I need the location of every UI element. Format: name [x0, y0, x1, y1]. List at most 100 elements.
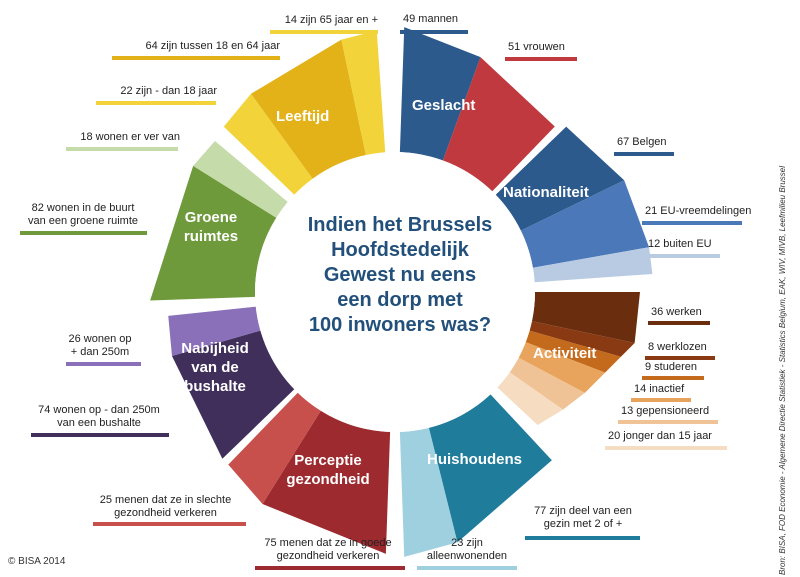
label-goede: 75 menen dat ze in goede gezondheid verk… — [252, 537, 404, 563]
gezin-line-2: gezin met 2 of + — [543, 518, 623, 530]
center-line-5: 100 inwoners was? — [308, 314, 492, 336]
label-mannen: 49 mannen — [403, 13, 459, 25]
wedge-werken — [531, 292, 640, 343]
bar-gepensioneerd — [618, 420, 718, 424]
wedge-ver — [193, 140, 288, 218]
bushalte-ver-line-1: 74 wonen op - dan 250m — [38, 404, 160, 416]
bushalte-dicht-line-1: 26 wonen op — [68, 333, 132, 345]
wedge-studeren — [525, 330, 621, 373]
bar-jonger-15 — [605, 446, 727, 450]
wedge-eu — [520, 180, 650, 268]
segment-title-huishoudens: Huishoudens — [427, 451, 523, 468]
wedge-werklozen — [529, 321, 635, 357]
wedge-gezin — [428, 394, 552, 543]
bar-werken — [648, 321, 710, 325]
wedge-mannen — [399, 27, 481, 161]
wedge-goede — [262, 410, 391, 554]
wedge-bushalte-ver — [171, 330, 295, 459]
label-slechte: 25 menen dat ze in slechte gezondheid ve… — [88, 494, 243, 520]
bushalte-ver-line-2: van een bushalte — [57, 417, 141, 429]
slechte-line-1: 25 menen dat ze in slechte — [99, 494, 232, 506]
label-eu: 21 EU-vreemdelingen — [645, 205, 752, 217]
bushalte-line-3: bushalte — [184, 378, 246, 395]
bar-gezin — [525, 536, 640, 540]
segment-title-groene: Groene ruimtes — [168, 208, 254, 246]
bar-alleen — [417, 566, 517, 570]
wedge-inactief — [518, 342, 606, 393]
bushalte-line-2: van de — [191, 359, 239, 376]
center-line-1: Indien het Brussels — [307, 214, 493, 236]
label-gezin: 77 zijn deel van een gezin met 2 of + — [528, 505, 638, 531]
label-buurt: 82 wonen in de buurt van een groene ruim… — [16, 202, 150, 228]
bar-werklozen — [645, 356, 715, 360]
wedge-midden — [250, 39, 366, 179]
bar-bushalte-ver — [31, 433, 169, 437]
label-werklozen: 8 werklozen — [648, 341, 707, 353]
bar-studeren — [642, 376, 704, 380]
source-note: Bron: BISA, FOD Economie - Algemene Dire… — [778, 165, 787, 575]
bar-buiten-eu — [645, 254, 720, 258]
bar-bushalte-dicht — [66, 362, 141, 366]
bar-inactief — [631, 398, 691, 402]
segment-title-nationaliteit: Nationaliteit — [503, 184, 589, 201]
label-gepensioneerd: 13 gepensioneerd — [621, 405, 710, 417]
label-buiten-eu: 12 buiten EU — [648, 238, 712, 250]
label-jonger-15: 20 jonger dan 15 jaar — [608, 430, 712, 442]
label-bushalte-ver: 74 wonen op - dan 250m van een bushalte — [26, 404, 172, 430]
wedge-gepensioneerd — [509, 357, 585, 410]
wedge-buiten-eu — [532, 247, 653, 283]
buurt-line-2: van een groene ruimte — [27, 215, 139, 227]
center-line-4: een dorp met — [337, 289, 463, 311]
center-line-2: Hoofdstedelijk — [331, 239, 469, 261]
copyright: © BISA 2014 — [8, 556, 66, 567]
wedge-jonger-15 — [497, 372, 563, 425]
label-ouder: 14 zijn 65 jaar en + — [284, 14, 378, 26]
label-ver: 18 wonen er ver van — [80, 131, 180, 143]
wedge-buurt — [150, 165, 277, 301]
segment-title-perceptie: Perceptie gezondheid — [283, 451, 373, 489]
wedge-slechte — [228, 392, 321, 505]
wedge-vrouwen — [442, 57, 555, 192]
bar-slechte — [93, 522, 246, 526]
alleen-line-1: 23 zijn — [451, 537, 483, 549]
wedge-belgen — [495, 126, 625, 231]
bar-eu — [642, 221, 742, 225]
bar-midden — [112, 56, 280, 60]
label-alleen: 23 zijn alleenwonenden — [412, 537, 522, 563]
label-jonger-18: 22 zijn - dan 18 jaar — [120, 85, 217, 97]
wedge-alleen — [399, 427, 458, 557]
center-line-3: Gewest nu eens — [323, 264, 477, 286]
label-inactief: 14 inactief — [634, 383, 685, 395]
center-question: Indien het Brussels Hoofdstedelijk Gewes… — [270, 213, 530, 338]
goede-line-2: gezondheid verkeren — [276, 550, 380, 562]
gezin-line-1: 77 zijn deel van een — [534, 505, 632, 517]
bar-ouder — [270, 30, 378, 34]
perceptie-line-2: gezondheid — [286, 471, 370, 488]
bar-buurt — [20, 231, 147, 235]
bar-mannen — [400, 30, 468, 34]
label-midden: 64 zijn tussen 18 en 64 jaar — [145, 40, 280, 52]
slechte-line-2: gezondheid verkeren — [114, 507, 217, 519]
bushalte-dicht-line-2: + dan 250m — [70, 346, 130, 358]
buurt-line-1: 82 wonen in de buurt — [31, 202, 135, 214]
bar-belgen — [614, 152, 674, 156]
segment-title-activiteit: Activiteit — [533, 345, 597, 362]
goede-line-1: 75 menen dat ze in goede — [264, 537, 392, 549]
groene-line-2: ruimtes — [183, 228, 239, 245]
segment-title-bushalte: Nabijheid van de bushalte — [172, 339, 258, 396]
bar-vrouwen — [505, 57, 577, 61]
label-belgen: 67 Belgen — [617, 136, 667, 148]
wedge-ouder — [341, 30, 386, 156]
center-disc — [255, 152, 535, 432]
alleen-line-2: alleenwonenden — [426, 550, 508, 562]
segment-title-geslacht: Geslacht — [412, 97, 476, 114]
bar-goede — [255, 566, 405, 570]
bar-ver — [66, 147, 178, 151]
bushalte-line-1: Nabijheid — [181, 340, 249, 357]
label-werken: 36 werken — [651, 306, 702, 318]
wedge-bushalte-dicht — [168, 306, 261, 356]
groene-line-1: Groene — [184, 209, 238, 226]
perceptie-line-1: Perceptie — [294, 452, 362, 469]
segment-title-leeftijd: Leeftijd — [276, 108, 330, 125]
